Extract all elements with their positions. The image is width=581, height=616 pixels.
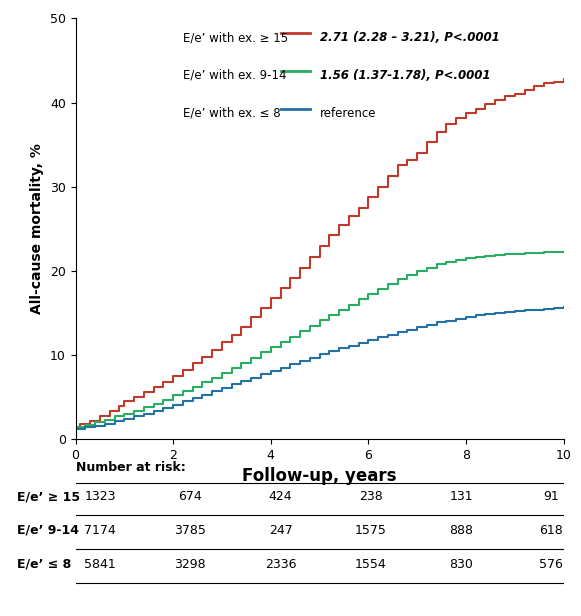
Text: E/e’ with ex. 9-14: E/e’ with ex. 9-14: [183, 69, 286, 82]
Text: 1554: 1554: [355, 557, 387, 571]
Text: 7174: 7174: [84, 524, 116, 537]
Text: E/e’ with ex. ≥ 15: E/e’ with ex. ≥ 15: [183, 31, 288, 44]
Text: 674: 674: [178, 490, 202, 503]
Text: E/e’ with ex. ≤ 8: E/e’ with ex. ≤ 8: [183, 107, 281, 120]
Text: 5841: 5841: [84, 557, 116, 571]
Text: 91: 91: [543, 490, 560, 503]
Text: 1575: 1575: [355, 524, 387, 537]
Text: 1.56 (1.37-1.78), P<.0001: 1.56 (1.37-1.78), P<.0001: [320, 69, 490, 82]
Text: 3298: 3298: [174, 557, 206, 571]
Text: 3785: 3785: [174, 524, 206, 537]
Y-axis label: All-cause mortality, %: All-cause mortality, %: [30, 144, 44, 314]
Text: 830: 830: [449, 557, 473, 571]
Text: 2336: 2336: [265, 557, 296, 571]
X-axis label: Follow-up, years: Follow-up, years: [242, 468, 397, 485]
Text: 618: 618: [540, 524, 563, 537]
Text: reference: reference: [320, 107, 376, 120]
Text: E/e’ ≥ 15: E/e’ ≥ 15: [17, 490, 80, 503]
Text: 2.71 (2.28 – 3.21), P<.0001: 2.71 (2.28 – 3.21), P<.0001: [320, 31, 499, 44]
Text: 888: 888: [449, 524, 473, 537]
Text: E/e’ 9-14: E/e’ 9-14: [17, 524, 79, 537]
Text: 247: 247: [268, 524, 292, 537]
Text: 238: 238: [359, 490, 383, 503]
Text: 576: 576: [539, 557, 564, 571]
Text: 131: 131: [449, 490, 473, 503]
Text: 1323: 1323: [84, 490, 116, 503]
Text: 424: 424: [268, 490, 292, 503]
Text: Number at risk:: Number at risk:: [76, 461, 185, 474]
Text: E/e’ ≤ 8: E/e’ ≤ 8: [17, 557, 71, 571]
